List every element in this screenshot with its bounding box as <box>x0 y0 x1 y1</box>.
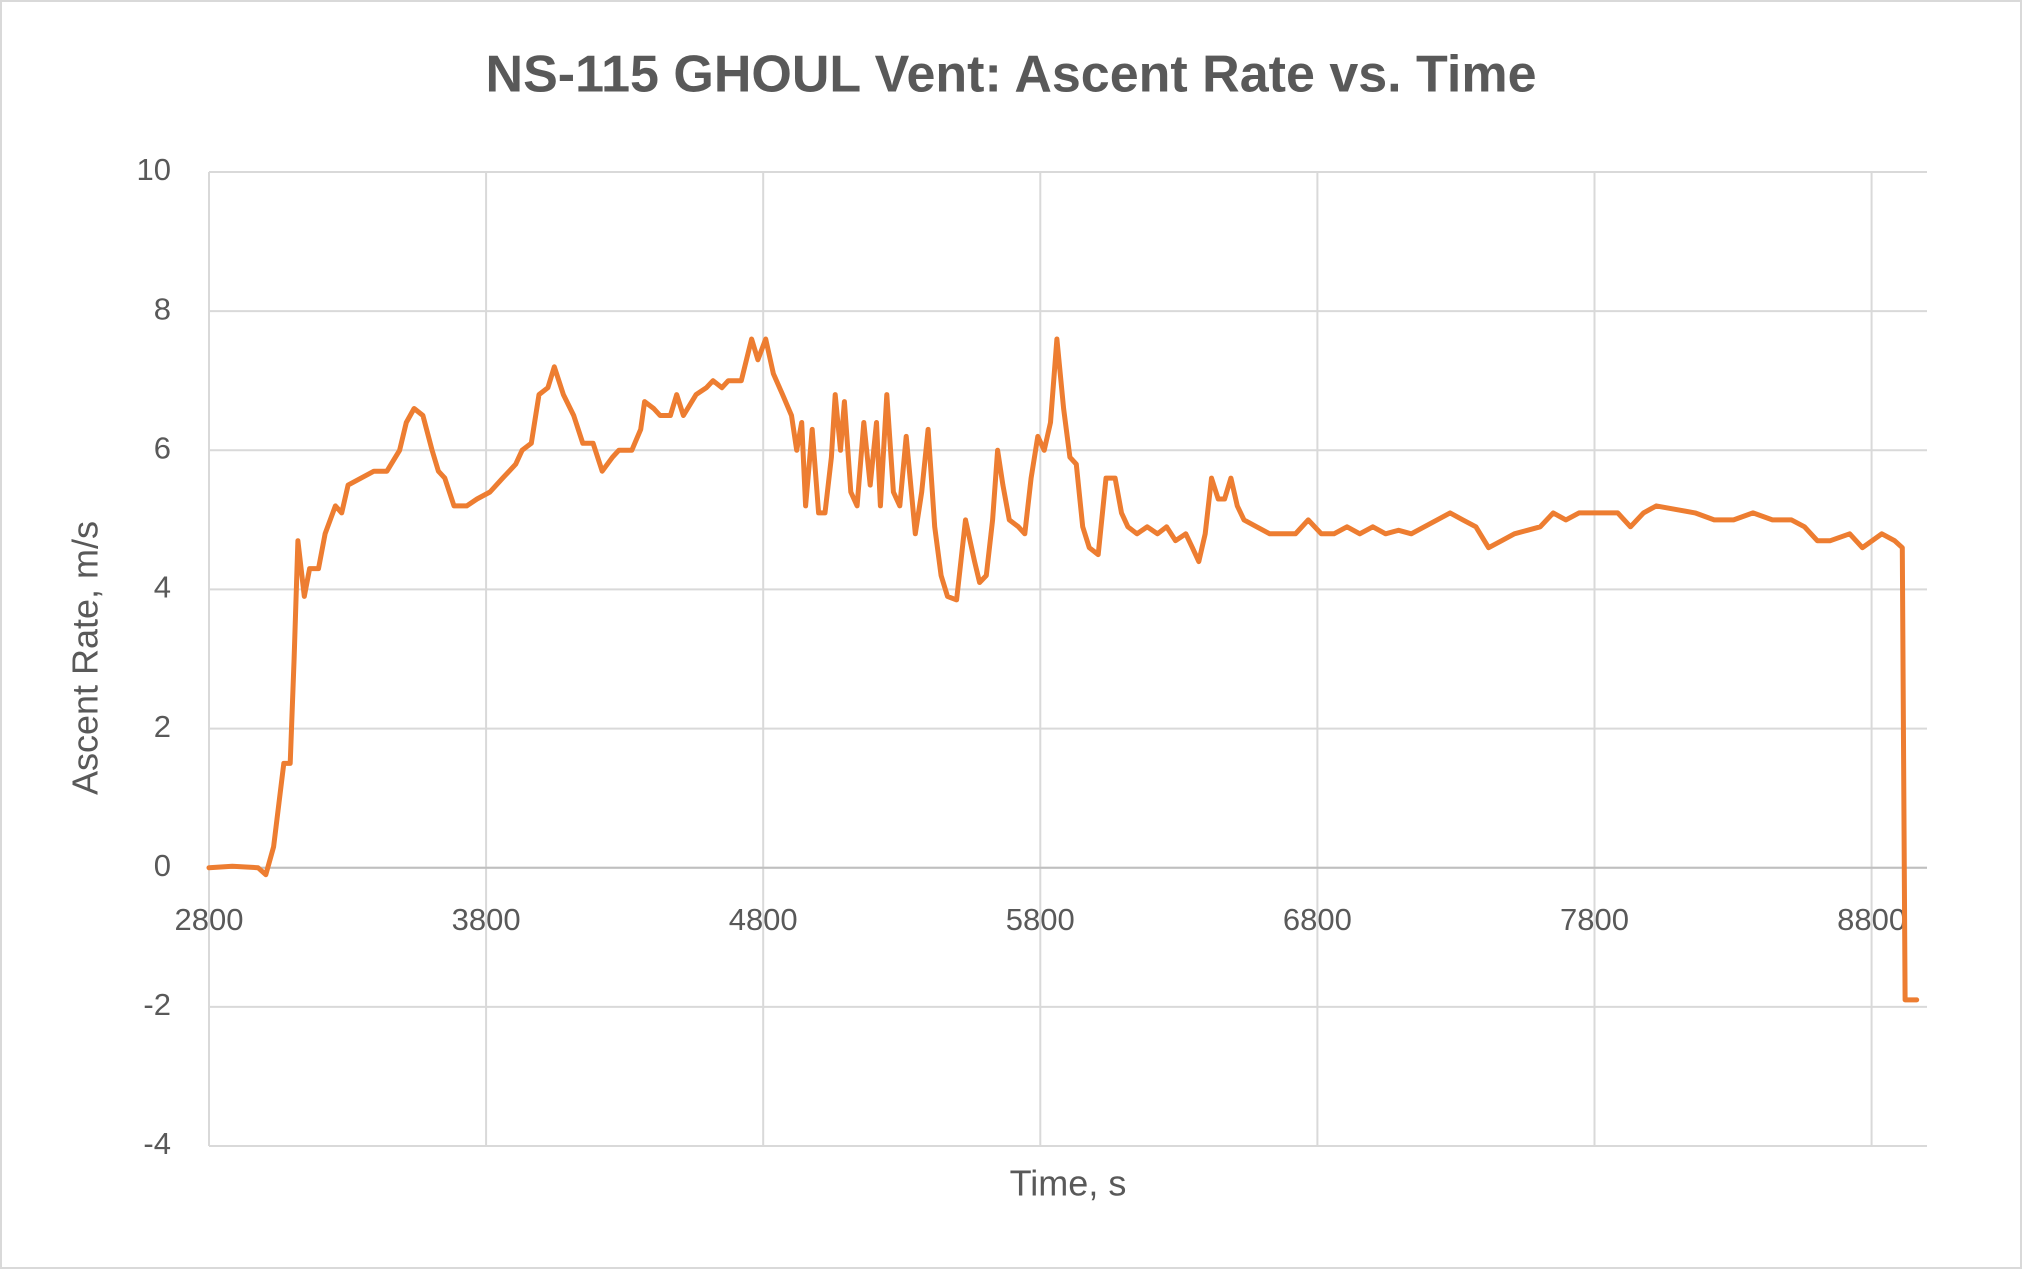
x-tick-label: 4800 <box>729 902 798 937</box>
y-tick-label: 8 <box>154 291 171 326</box>
x-tick-label: 8800 <box>1837 902 1906 937</box>
data-line <box>206 336 1920 1003</box>
chart-title: NS-115 GHOUL Vent: Ascent Rate vs. Time <box>486 46 1537 104</box>
x-tick-label: 7800 <box>1560 902 1629 937</box>
y-tick-label: 2 <box>154 709 171 744</box>
y-tick-label: 4 <box>154 570 171 605</box>
x-tick-label: 3800 <box>452 902 521 937</box>
y-tick-label: 0 <box>154 848 171 883</box>
x-axis-title: Time, s <box>1010 1163 1127 1204</box>
x-tick-label: 2800 <box>175 902 244 937</box>
x-tick-label: 5800 <box>1006 902 1075 937</box>
y-tick-label: -4 <box>143 1126 171 1161</box>
x-tick-label: 6800 <box>1283 902 1352 937</box>
y-tick-label: 10 <box>137 152 171 187</box>
y-axis-title: Ascent Rate, m/s <box>65 521 106 795</box>
y-tick-label: -2 <box>143 987 171 1022</box>
y-tick-label: 6 <box>154 430 171 465</box>
